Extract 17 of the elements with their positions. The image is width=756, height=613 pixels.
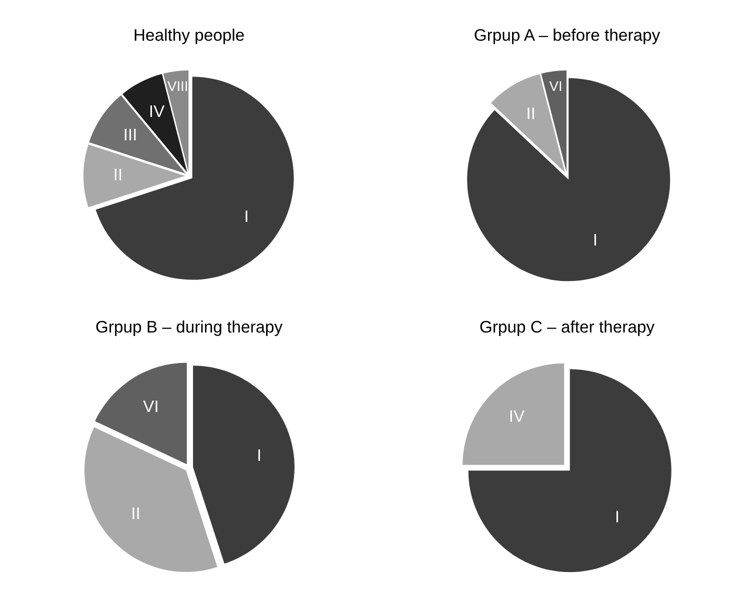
slice-label: IV [510,410,525,422]
slice-label: VI [143,400,158,412]
slice-label: IV [150,105,165,117]
slice-label: VIII [167,81,187,91]
slice-label: I [246,210,248,222]
slice-label: VI [549,81,562,91]
slice-label: I [616,510,618,522]
slice-label: I [258,449,260,461]
chart-title: Healthy people [134,28,244,44]
slice-label: II [528,108,534,120]
slice-label: III [124,128,136,140]
slice-label: II [114,168,122,180]
chart-title: Grpup B – during therapy [96,320,283,336]
chart-title: Grpup C – after therapy [480,320,655,336]
chart-title: Grpup A – before therapy [474,28,660,44]
slice-label: II [132,508,139,520]
slice-label: I [594,234,596,246]
